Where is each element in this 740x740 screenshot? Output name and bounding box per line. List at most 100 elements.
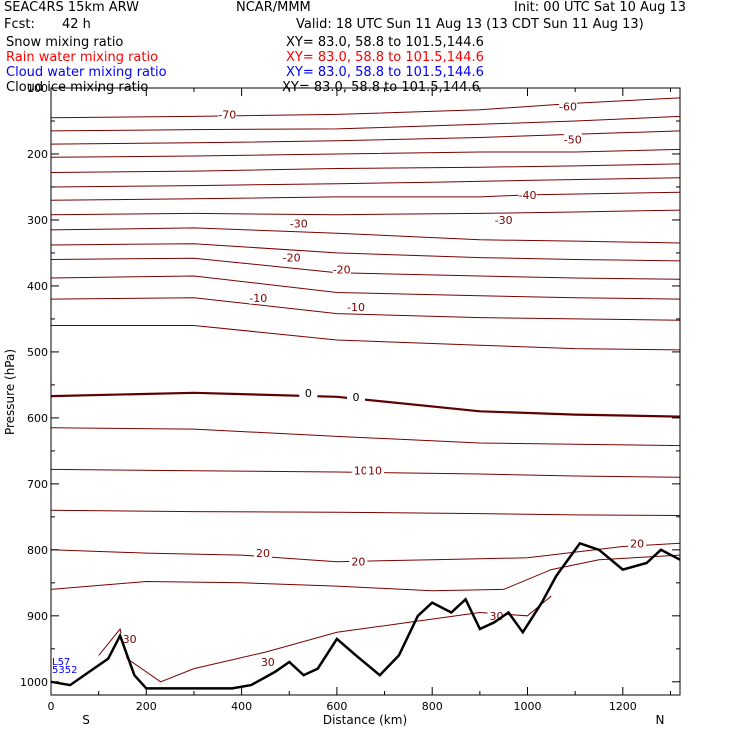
contour-label-4-0: -50 [564,133,582,146]
contour-9 [50,243,681,262]
contour-label-16-0: 10 [354,465,368,478]
contour-2 [50,130,681,145]
field-label-rain: Rain water mixing ratio [6,50,159,65]
contour-label-bg-20-0 [120,632,139,645]
contour-label-8-1: -30 [495,214,513,227]
contour-label-bg-10-0 [282,251,301,264]
contour-14 [50,391,681,418]
contour-label-10-1: -20 [333,263,351,276]
y-tick-label-4: 500 [27,346,48,359]
contour-12 [50,297,681,321]
contour-label-bg-14-1 [346,390,365,403]
contour-label-bg-2-0 [559,100,578,113]
valid-time: Valid: 18 UTC Sun 11 Aug 13 (13 CDT Sun … [296,17,644,32]
contour-1 [50,115,681,132]
y-axis-label: Pressure (hPa) [3,349,17,435]
south-endpoint-label: S [82,713,90,727]
contour-15 [50,427,681,447]
contour-label-bg-12-1 [346,301,365,314]
field-label-snow: Snow mixing ratio [6,35,124,50]
contour-18 [50,542,681,563]
contour-16 [50,468,681,478]
contour-label-bg-16-1 [366,464,385,477]
contour-label-12-0: -10 [249,292,267,305]
contour-label-bg-8-0 [289,217,308,230]
contour-0 [50,97,681,119]
contour-label-bg-18-1 [349,555,368,568]
contour-label-6-0: -40 [519,189,537,202]
contour-label-10-0: -20 [283,252,301,265]
x-tick-label-5: 1000 [514,700,542,713]
x-axis-label: Distance (km) [323,713,407,727]
corner-label-5352: 5352 [52,665,77,676]
contour-6 [50,191,681,201]
contour-8 [50,227,681,244]
contour-7 [50,209,681,216]
contour-label-bg-14-0 [299,386,318,399]
contour-label-bg-18-0 [254,547,273,560]
contour-labels: -70-60-50-40-30 -30-20-20-10-100 010 102020… [120,100,647,669]
contour-label-20-1: 30 [261,656,275,669]
contour-label-2-0: -60 [559,100,577,113]
contour-label-18-0: 20 [256,547,270,560]
center-title: NCAR/MMM [236,0,311,15]
contour-label-18-2: 20 [630,537,644,550]
contour-label-8-0: -30 [290,217,308,230]
corner-label-l57: L57 [52,657,70,668]
contour-label-14-1: 0 [352,391,359,404]
field-xy-cloud-water: XY= 83.0, 58.8 to 101.5,144.6 [286,65,484,80]
north-endpoint-label: N [656,713,665,727]
contour-label-bg-12-0 [249,291,268,304]
x-tick-label-0: 0 [48,700,55,713]
contour-label-bg-8-1 [494,213,513,226]
init-time: Init: 00 UTC Sat 10 Aug 13 [514,0,687,15]
contour-10 [50,257,681,280]
y-tick-label-5: 600 [27,412,48,425]
contour-label-0-0: -70 [218,108,236,121]
contour-label-bg-4-0 [563,133,582,146]
contour-label-16-1: 10 [368,465,382,478]
y-tick-label-3: 400 [27,280,48,293]
x-tick-label-4: 800 [422,700,443,713]
x-tick-label-2: 400 [231,700,252,713]
x-tick-label-1: 200 [136,700,157,713]
y-tick-label-0: 100 [27,82,48,95]
y-tick-label-9: 1000 [20,676,48,689]
terrain-profile [50,541,681,690]
x-tick-label-3: 600 [326,700,347,713]
y-tick-label-7: 800 [27,544,48,557]
contour-label-bg-20-1 [258,656,277,669]
contour-20 [98,595,552,683]
field-xy-rain: XY= 83.0, 58.8 to 101.5,144.6 [286,50,484,65]
y-tick-label-8: 900 [27,610,48,623]
y-tick-label-1: 200 [27,148,48,161]
contour-label-bg-0-0 [218,108,237,121]
forecast-hours: 42 h [62,17,91,32]
contour-label-bg-16-0 [351,464,370,477]
contour-17 [50,509,681,516]
contour-label-20-0: 30 [123,633,137,646]
contour-19 [50,554,681,592]
contour-label-bg-6-0 [518,188,537,201]
field-xy-snow: XY= 83.0, 58.8 to 101.5,144.6 [286,35,484,50]
x-axis-ticks: 0 200 400 600 800 1000 1200 [48,88,671,713]
field-label-cloud-water: Cloud water mixing ratio [6,65,167,80]
contour-label-14-0: 0 [305,387,312,400]
contour-label-18-1: 20 [351,556,365,569]
forecast-label: Fcst: [4,17,35,32]
y-tick-label-2: 300 [27,214,48,227]
contour-5 [50,177,681,188]
contour-13 [51,325,681,351]
contour-3 [50,148,681,158]
contour-label-bg-10-1 [332,263,351,276]
contour-4 [50,163,681,173]
contour-label-bg-18-2 [628,537,647,550]
contour-11 [50,275,681,300]
model-title: SEAC4RS 15km ARW [4,0,140,15]
temperature-contours [50,97,681,683]
x-tick-label-6: 1200 [609,700,637,713]
contour-label-12-1: -10 [347,301,365,314]
y-tick-label-6: 700 [27,478,48,491]
